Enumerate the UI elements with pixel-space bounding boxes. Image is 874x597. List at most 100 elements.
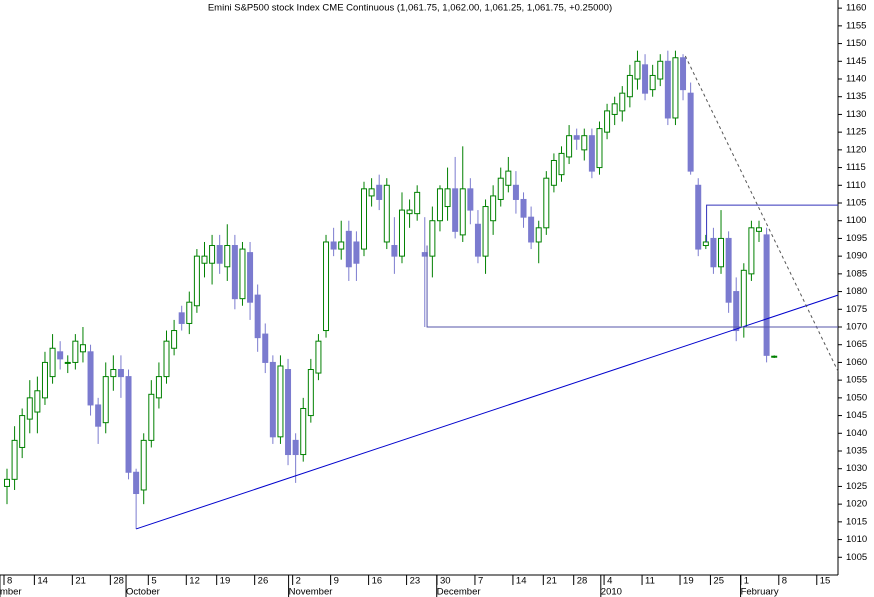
x-tick-label: 5 (151, 576, 156, 587)
x-tick-label: 8 (7, 576, 12, 587)
x-tick-label: 14 (37, 576, 48, 587)
candle-body (19, 415, 26, 448)
x-tick-label: 21 (75, 576, 86, 587)
candle-body (368, 188, 375, 197)
candle-body (459, 188, 466, 236)
candle-body (201, 255, 208, 264)
candle-body (474, 223, 481, 257)
overlay-line (706, 204, 838, 242)
y-tick-label: 1125 (846, 127, 866, 138)
candle-body (110, 369, 117, 378)
candle-body (490, 195, 497, 222)
candle-body (269, 361, 276, 438)
x-tick-label: 26 (258, 576, 269, 587)
y-tick-label: 1080 (846, 286, 867, 297)
y-tick-label: 1015 (846, 516, 867, 527)
y-tick-label: 1130 (846, 109, 866, 120)
y-tick-label: 1100 (846, 215, 866, 226)
y-tick-label: 1105 (846, 198, 866, 209)
y-tick-label: 1040 (846, 428, 867, 439)
candle-body (216, 245, 223, 264)
candle-body (64, 361, 71, 364)
x-tick-label: 25 (713, 576, 724, 587)
y-tick-label: 1120 (846, 144, 866, 155)
x-tick-label: 7 (478, 576, 483, 587)
candle-body (657, 60, 664, 80)
candle-body (224, 245, 231, 268)
candle-body (345, 230, 352, 268)
candle-body (338, 241, 345, 250)
month-label: 2010 (601, 587, 622, 597)
candle-body (323, 241, 330, 332)
candle-body (117, 369, 124, 378)
y-tick-label: 1045 (846, 410, 867, 421)
y-tick-label: 1030 (846, 463, 867, 474)
candle-body (452, 188, 459, 232)
y-tick-label: 1025 (846, 481, 867, 492)
candle-body (611, 103, 618, 115)
candle-body (642, 64, 649, 94)
candle-body (209, 245, 216, 264)
x-tick-label: 28 (113, 576, 124, 587)
x-tick-label: 19 (220, 576, 231, 587)
y-tick-label: 1020 (846, 499, 867, 510)
candle-body (467, 188, 474, 211)
y-tick-label: 1065 (846, 339, 867, 350)
candle-body (330, 241, 337, 250)
x-tick-label: 4 (607, 576, 612, 587)
y-tick-label: 1095 (846, 233, 867, 244)
candle-body (307, 369, 314, 417)
candle-body (702, 241, 709, 247)
candle-body (262, 333, 269, 363)
month-label: November (289, 587, 333, 597)
candle-body (231, 245, 238, 300)
y-tick-label: 1085 (846, 268, 867, 279)
candle-body (535, 227, 542, 243)
candle-body (95, 404, 102, 427)
candle-body (619, 92, 626, 112)
candle-body (543, 177, 550, 229)
y-tick-label: 1055 (846, 375, 867, 386)
candle-body (725, 237, 732, 303)
y-tick-label: 1145 (846, 56, 866, 67)
y-tick-label: 1060 (846, 357, 867, 368)
y-tick-label: 1050 (846, 392, 867, 403)
candle-body (588, 135, 595, 172)
candle-body (148, 393, 155, 441)
candle-body (163, 340, 170, 378)
candle-body (353, 241, 360, 264)
candle-body (710, 237, 717, 268)
x-tick-label: 23 (410, 576, 421, 587)
y-tick-label: 1110 (846, 180, 866, 191)
candle-body (687, 92, 694, 172)
x-tick-label: 12 (189, 576, 200, 587)
candle-body (315, 340, 322, 374)
candle-body (581, 135, 588, 151)
candle-body (596, 128, 603, 169)
overlay-line (684, 55, 839, 372)
y-tick-label: 1075 (846, 304, 867, 315)
candle-body (171, 330, 178, 349)
candle-body (277, 365, 284, 438)
candle-body (406, 209, 413, 215)
candle-body (155, 376, 162, 399)
candle-body (573, 135, 580, 140)
y-tick-label: 1010 (846, 534, 867, 545)
candle-body (558, 152, 565, 176)
candle-body (414, 191, 421, 215)
candle-body (398, 209, 405, 257)
y-tick-label: 1070 (846, 322, 867, 333)
candle-body (748, 227, 755, 275)
x-tick-label: 19 (683, 576, 694, 587)
candle-body (649, 74, 656, 91)
x-tick-label: 9 (334, 576, 339, 587)
y-tick-label: 1155 (846, 20, 866, 31)
candle-body (528, 216, 535, 243)
candle-body (664, 60, 671, 119)
candle-body (140, 439, 147, 491)
candle-body (391, 245, 398, 257)
candle-body (740, 269, 747, 328)
candle-body (733, 291, 740, 332)
candle-body (421, 252, 428, 257)
